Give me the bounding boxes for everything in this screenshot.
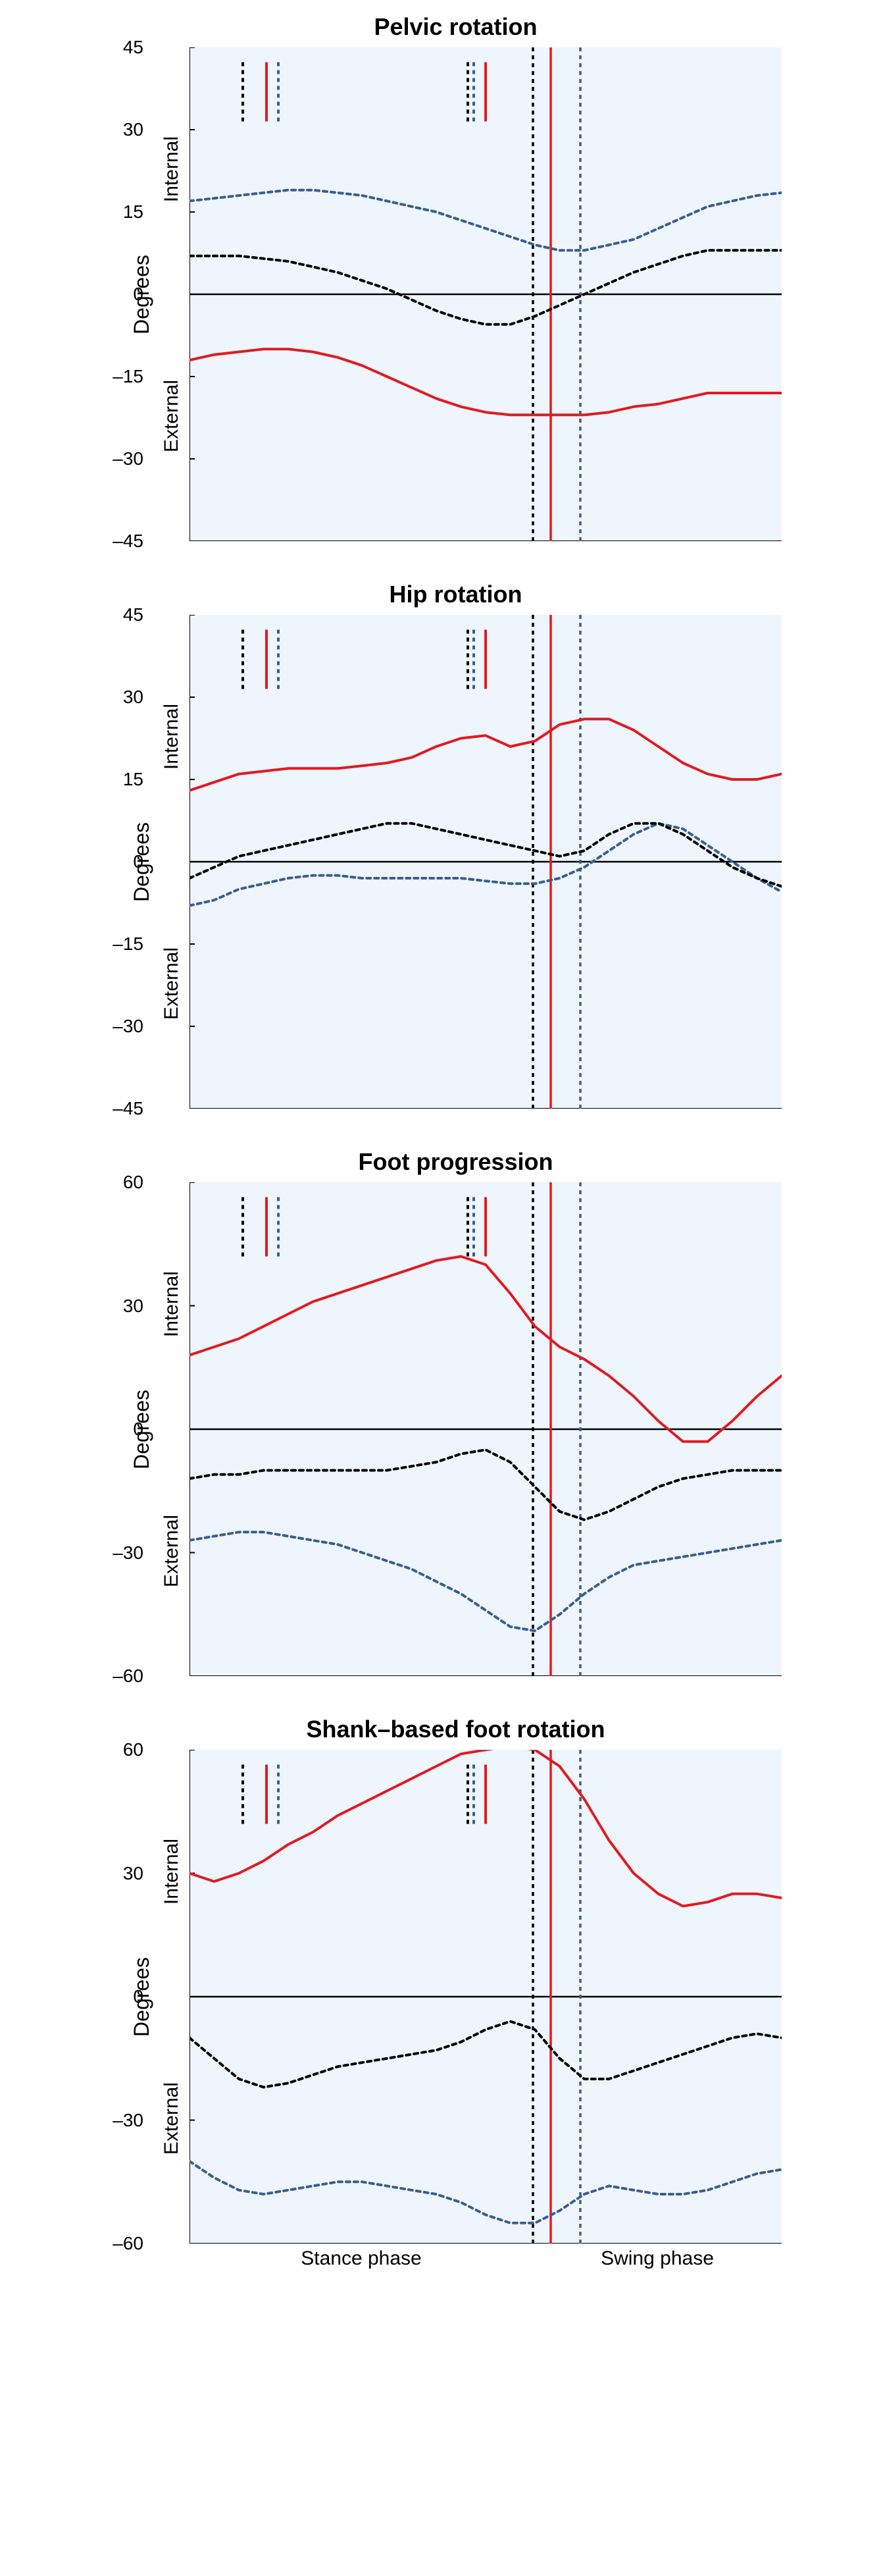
y-tick-label: 0: [104, 1986, 143, 2007]
y-direction-label-external: External: [161, 380, 183, 452]
y-tick-label: –30: [104, 2110, 143, 2131]
y-direction-label-external: External: [161, 2082, 183, 2155]
y-tick-label: –45: [104, 531, 143, 552]
chart-panel: Shank–based foot rotationDegreesInternal…: [130, 1716, 782, 2244]
y-direction-label-internal: Internal: [161, 136, 183, 202]
chart-title: Shank–based foot rotation: [306, 1716, 605, 1743]
y-tick-label: 0: [104, 851, 143, 872]
chart-panel: Pelvic rotationDegreesInternalExternal45…: [130, 13, 782, 541]
chart-title: Hip rotation: [390, 581, 522, 608]
y-tick-label: –15: [104, 366, 143, 387]
y-tick-label: 15: [104, 201, 143, 223]
x-label-stance: Stance phase: [190, 2247, 533, 2270]
plot-svg: [190, 1750, 782, 2244]
y-tick-label: 60: [104, 1172, 143, 1193]
y-tick-label: –60: [104, 2233, 143, 2254]
y-direction-label-external: External: [161, 947, 183, 1020]
y-tick-label: 30: [104, 119, 143, 140]
y-direction-label-external: External: [161, 1515, 183, 1587]
y-tick-label: 0: [104, 284, 143, 305]
y-tick-label: 0: [104, 1419, 143, 1440]
y-tick-label: –15: [104, 933, 143, 955]
chart-title: Pelvic rotation: [374, 13, 537, 41]
chart-panel: Hip rotationDegreesInternalExternal45301…: [130, 581, 782, 1109]
y-direction-label-internal: Internal: [161, 1271, 183, 1337]
y-tick-label: –30: [104, 448, 143, 469]
chart-panel: Foot progressionDegreesInternalExternal6…: [130, 1148, 782, 1676]
chart-title: Foot progression: [359, 1148, 553, 1176]
y-tick-label: 30: [104, 1863, 143, 1884]
y-tick-label: 60: [104, 1739, 143, 1760]
y-tick-label: 30: [104, 687, 143, 708]
y-tick-label: –30: [104, 1542, 143, 1564]
y-tick-label: –45: [104, 1098, 143, 1119]
y-direction-label-internal: Internal: [161, 704, 183, 770]
y-tick-label: –30: [104, 1016, 143, 1037]
y-tick-label: 45: [104, 37, 143, 58]
y-direction-label-internal: Internal: [161, 1839, 183, 1905]
plot-svg: [190, 47, 782, 541]
y-tick-label: 45: [104, 604, 143, 625]
plot-svg: [190, 615, 782, 1109]
y-tick-label: 15: [104, 769, 143, 790]
plot-svg: [190, 1182, 782, 1676]
y-tick-label: 30: [104, 1296, 143, 1317]
y-tick-label: –60: [104, 1666, 143, 1687]
x-label-swing: Swing phase: [533, 2247, 782, 2270]
chart-grid: Pelvic rotationDegreesInternalExternal45…: [13, 13, 885, 2244]
